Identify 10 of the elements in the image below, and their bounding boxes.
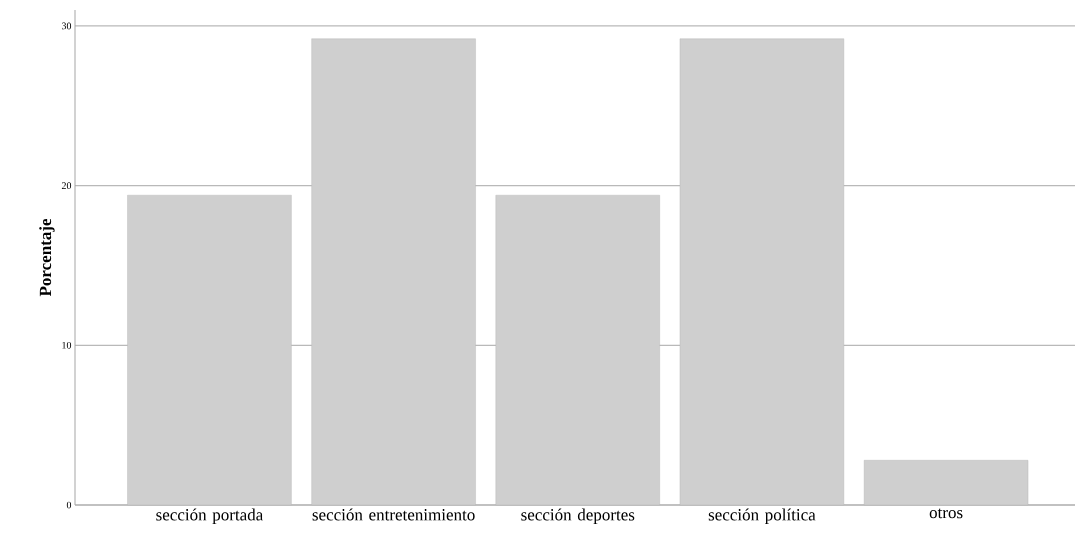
x-tick-label: sección política <box>708 508 816 524</box>
y-tick-label: 30 <box>61 22 72 30</box>
y-axis-title: Porcentaje <box>39 218 55 297</box>
y-tick-label: 20 <box>61 182 72 190</box>
x-tick-label: sección deportes <box>521 508 635 524</box>
y-tick-label: 10 <box>62 341 72 349</box>
x-tick-label: sección portada <box>156 508 264 524</box>
y-tick-label: 0 <box>66 501 72 509</box>
x-tick-label: otros <box>929 508 963 519</box>
x-tick-label: sección entretenimiento <box>312 508 475 521</box>
